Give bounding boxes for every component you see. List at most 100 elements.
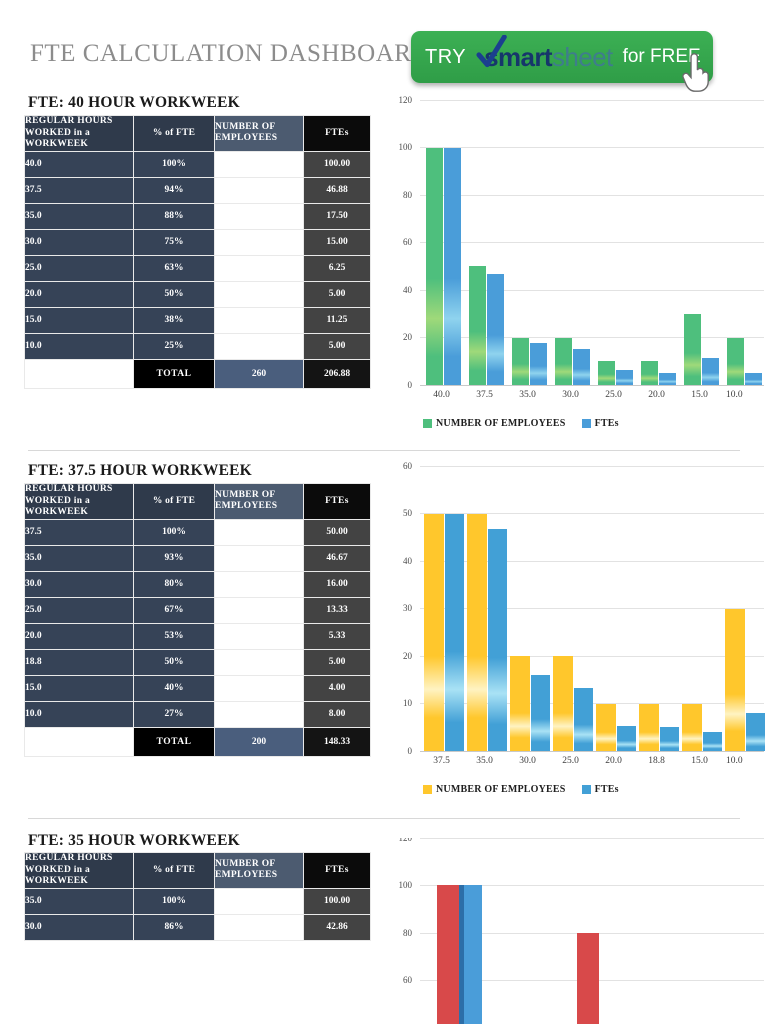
cell-pct: 100% [134,888,214,914]
col-header-ftes: FTEs [304,484,370,519]
table-row: 25.0 63% 10 6.25 [25,255,370,281]
cell-employees: 10 [215,281,303,307]
bar-employees [682,704,702,751]
x-tick-label: 37.5 [433,756,450,766]
x-tick-label: 15.0 [691,756,708,766]
gridline [420,838,764,839]
y-tick-label: 120 [398,838,413,843]
col-header-hours: REGULAR HOURS WORKED in a WORKWEEK [25,484,133,519]
cell-hours: 35.0 [25,545,133,571]
bar-employees [725,609,745,751]
cell-ftes: 100.00 [304,151,370,177]
cell-hours: 37.5 [25,519,133,545]
total-employees: 200 [215,727,303,756]
gridline [420,195,764,196]
y-tick-label: 60 [403,461,412,471]
cell-ftes: 17.50 [304,203,370,229]
cell-hours: 40.0 [25,151,133,177]
cell-ftes: 11.25 [304,307,370,333]
cell-employees: 20 [215,229,303,255]
smartsheet-promo-banner[interactable]: TRY smartsheet for FREE [411,31,713,92]
bar-ftes [660,727,679,751]
bar-employees [553,656,573,751]
bar-employees [555,338,572,385]
table-total-row: TOTAL 260 206.88 [25,359,370,388]
bar-employees [684,314,701,385]
cell-pct: 93% [134,545,214,571]
bar-employees [424,514,444,751]
cell-ftes: 5.33 [304,623,370,649]
bar-ftes [616,370,633,385]
cell-ftes: 46.67 [304,545,370,571]
cell-employees: 10 [215,649,303,675]
x-tick-label: 30.0 [562,390,579,400]
y-tick-label: 60 [403,975,412,985]
cell-employees: 50 [215,177,303,203]
x-tick-label: 35.0 [476,756,493,766]
bar-ftes [659,373,676,385]
cell-ftes: 8.00 [304,701,370,727]
col-header-pct: % of FTE [134,484,214,519]
col-header-employees: NUMBER OF EMPLOYEES [215,484,303,519]
cell-pct: 100% [134,519,214,545]
y-tick-label: 60 [403,237,412,247]
gridline [420,147,764,148]
smartsheet-wordmark: smartsheet [484,44,613,70]
chart-plot-area [420,466,765,752]
hand-cursor-icon [681,53,715,98]
section-divider [28,450,740,451]
fte-table-35-hour: REGULAR HOURS WORKED in a WORKWEEK % of … [24,852,371,941]
bar-employees [727,338,744,385]
chart-legend: NUMBER OF EMPLOYEES FTEs [423,418,619,429]
col-header-employees: NUMBER OF EMPLOYEES [215,853,303,888]
y-tick-label: 100 [398,142,413,152]
gridline [420,242,764,243]
y-tick-label: 40 [403,285,412,295]
x-axis-line [420,751,764,752]
cell-hours: 30.0 [25,914,133,940]
cell-pct: 86% [134,914,214,940]
gridline [420,561,764,562]
bar-employees [467,514,487,751]
legend-swatch-employees [423,785,432,794]
bar-divider [459,885,464,1024]
y-tick-label: 80 [403,190,412,200]
x-tick-label: 37.5 [476,390,493,400]
cell-ftes: 5.00 [304,333,370,359]
bar-ftes [746,713,765,751]
legend-item-employees: NUMBER OF EMPLOYEES [423,418,566,429]
table-row: 35.0 100% 100 100.00 [25,888,370,914]
fte-table-37-5-hour: REGULAR HOURS WORKED in a WORKWEEK % of … [24,483,371,757]
cell-ftes: 46.88 [304,177,370,203]
cell-hours: 25.0 [25,597,133,623]
x-tick-label: 18.8 [648,756,665,766]
total-employees: 260 [215,359,303,388]
bar-employees [598,361,615,385]
bar-chart-37-5-hour: 60 50 40 30 20 10 0 37.5 35.0 30.0 25.0 … [378,461,768,801]
y-tick-label: 10 [403,698,412,708]
cell-hours: 20.0 [25,623,133,649]
legend-label-employees: NUMBER OF EMPLOYEES [436,418,566,429]
cell-ftes: 13.33 [304,597,370,623]
table-row: 35.0 93% 50 46.67 [25,545,370,571]
cell-hours: 10.0 [25,333,133,359]
cell-hours: 30.0 [25,229,133,255]
table-row: 40.0 100% 100 100.00 [25,151,370,177]
cell-employees: 10 [215,623,303,649]
bar-employees [512,338,529,385]
gridline [420,290,764,291]
cell-pct: 75% [134,229,214,255]
cell-pct: 80% [134,571,214,597]
col-header-pct: % of FTE [134,853,214,888]
gridline [420,656,764,657]
bar-ftes [745,373,762,385]
bar-employees [641,361,658,385]
x-tick-label: 20.0 [648,390,665,400]
bar-employees [639,704,659,751]
promo-free-label: for FREE [622,46,701,67]
table-header-row: REGULAR HOURS WORKED in a WORKWEEK % of … [25,484,370,519]
col-header-pct: % of FTE [134,116,214,151]
bar-ftes [444,148,461,385]
cell-employees: 50 [215,914,303,940]
fte-table-40-hour: REGULAR HOURS WORKED in a WORKWEEK % of … [24,115,371,389]
